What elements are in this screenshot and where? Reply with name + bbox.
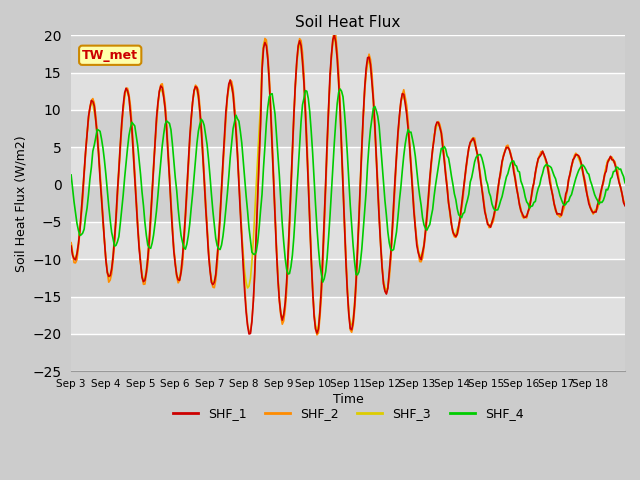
SHF_2 bbox=[313, 332, 321, 338]
SHF_1 bbox=[621, 203, 629, 209]
SHF_1 bbox=[67, 243, 75, 249]
Bar bbox=[71, 36, 625, 72]
SHF_4 bbox=[620, 174, 627, 180]
SHF_1 bbox=[547, 186, 555, 192]
SHF_1 bbox=[355, 215, 363, 221]
SHF_1 bbox=[620, 200, 627, 205]
SHF_3 bbox=[86, 105, 94, 111]
SHF_4 bbox=[67, 172, 75, 178]
Bar bbox=[71, 110, 625, 147]
SHF_1 bbox=[245, 331, 253, 337]
SHF_2 bbox=[67, 240, 75, 246]
SHF_3 bbox=[104, 268, 111, 274]
Text: TW_met: TW_met bbox=[82, 49, 138, 62]
SHF_1 bbox=[86, 105, 94, 111]
SHF_2 bbox=[547, 185, 555, 191]
SHF_4 bbox=[621, 180, 629, 186]
Title: Soil Heat Flux: Soil Heat Flux bbox=[296, 15, 401, 30]
SHF_1 bbox=[465, 145, 473, 151]
Bar bbox=[71, 185, 625, 222]
SHF_2 bbox=[86, 104, 94, 110]
Bar bbox=[71, 334, 625, 371]
Line: SHF_4: SHF_4 bbox=[71, 89, 625, 282]
SHF_4 bbox=[355, 269, 363, 275]
SHF_1 bbox=[330, 32, 338, 38]
Line: SHF_1: SHF_1 bbox=[71, 35, 625, 334]
SHF_2 bbox=[620, 198, 627, 204]
Line: SHF_2: SHF_2 bbox=[71, 31, 625, 335]
SHF_4 bbox=[319, 279, 326, 285]
SHF_2 bbox=[621, 202, 629, 208]
SHF_4 bbox=[104, 188, 111, 193]
SHF_2 bbox=[330, 28, 338, 34]
SHF_3 bbox=[67, 240, 75, 246]
SHF_4 bbox=[465, 192, 473, 197]
SHF_3 bbox=[547, 185, 555, 191]
SHF_2 bbox=[355, 221, 363, 227]
SHF_4 bbox=[336, 86, 344, 92]
SHF_4 bbox=[547, 165, 555, 170]
SHF_3 bbox=[465, 145, 473, 151]
SHF_1 bbox=[104, 270, 111, 276]
SHF_4 bbox=[86, 176, 94, 182]
SHF_3 bbox=[330, 33, 338, 39]
Line: SHF_3: SHF_3 bbox=[71, 36, 625, 332]
Y-axis label: Soil Heat Flux (W/m2): Soil Heat Flux (W/m2) bbox=[15, 135, 28, 272]
SHF_2 bbox=[465, 145, 473, 151]
SHF_2 bbox=[104, 269, 111, 275]
SHF_3 bbox=[313, 329, 321, 335]
SHF_3 bbox=[620, 199, 627, 204]
Bar bbox=[71, 259, 625, 297]
SHF_3 bbox=[355, 212, 363, 218]
Legend: SHF_1, SHF_2, SHF_3, SHF_4: SHF_1, SHF_2, SHF_3, SHF_4 bbox=[168, 402, 529, 425]
SHF_3 bbox=[621, 202, 629, 208]
X-axis label: Time: Time bbox=[333, 393, 364, 406]
